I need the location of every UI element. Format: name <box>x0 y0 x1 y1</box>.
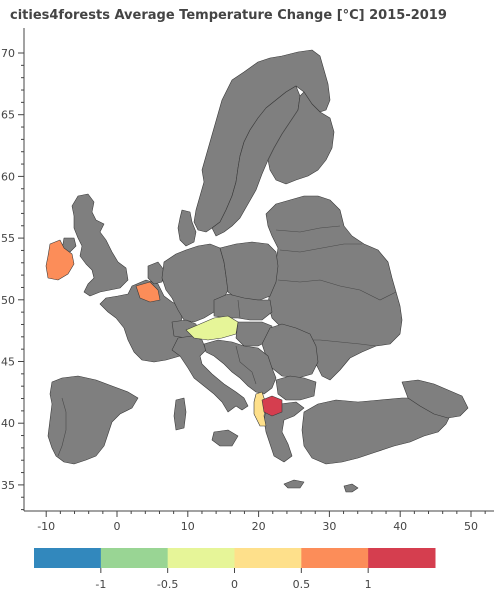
colorbar-tick-label: 0.5 <box>293 578 311 591</box>
border-belarus-ukraine <box>277 279 397 301</box>
europe-map <box>45 49 469 493</box>
colorbar-segment <box>167 548 235 568</box>
y-tick-label: 65 <box>1 109 15 122</box>
country-cyprus <box>343 483 359 493</box>
border-baltic-1 <box>275 225 341 233</box>
y-tick-label: 60 <box>1 170 15 183</box>
colorbar-ticks: -1 -0.5 0 0.5 1 <box>95 568 372 591</box>
region-ireland <box>45 239 75 281</box>
x-tick-label: 20 <box>252 520 266 533</box>
country-sicily <box>211 429 239 447</box>
y-tick-label: 50 <box>1 294 15 307</box>
country-denmark <box>177 209 197 247</box>
y-tick-label: 55 <box>1 232 15 245</box>
map-title: cities4forests Average Temperature Chang… <box>10 8 447 23</box>
border-baltic-2 <box>279 243 362 253</box>
colorbar-tick-label: -1 <box>95 578 106 591</box>
y-tick-label: 40 <box>1 417 15 430</box>
x-tick-label: 40 <box>393 520 407 533</box>
country-iberia <box>47 375 139 465</box>
country-france <box>99 279 185 363</box>
country-bulgaria <box>275 375 317 401</box>
region-north-macedonia <box>261 395 283 417</box>
country-netherlands <box>147 261 165 285</box>
x-tick-label: 10 <box>181 520 195 533</box>
colorbar-segment <box>234 548 302 568</box>
border-balkans <box>235 345 257 385</box>
colorbar-tick-label: 1 <box>365 578 372 591</box>
border-spain-portugal <box>57 397 67 457</box>
colorbar <box>34 548 436 568</box>
country-great-britain <box>71 193 129 297</box>
region-belgium <box>135 281 161 303</box>
x-tick-label: 0 <box>114 520 121 533</box>
colorbar-segment <box>34 548 102 568</box>
country-crete <box>283 479 305 489</box>
x-tick-label: -10 <box>37 520 55 533</box>
colorbar-segment <box>368 548 436 568</box>
y-tick-label: 35 <box>1 479 15 492</box>
country-sardinia <box>173 397 187 431</box>
country-greece <box>263 401 305 463</box>
region-austria <box>185 315 239 341</box>
colorbar-tick-label: -0.5 <box>157 578 178 591</box>
y-axis-ticks: 35 40 45 50 55 60 65 70 <box>1 47 24 511</box>
colorbar-tick-label: 0 <box>231 578 238 591</box>
x-tick-label: 50 <box>464 520 478 533</box>
country-balkans <box>203 339 277 395</box>
country-turkey <box>301 397 453 465</box>
colorbar-segment <box>100 548 169 568</box>
country-poland <box>219 241 279 301</box>
country-caucasus <box>401 379 469 419</box>
x-axis-ticks: -10 0 10 20 30 40 50 <box>37 511 486 533</box>
country-italy <box>171 335 249 413</box>
y-tick-label: 45 <box>1 356 15 369</box>
y-tick-label: 70 <box>1 47 15 60</box>
colorbar-segment <box>301 548 369 568</box>
border-sweden-finland <box>267 109 299 161</box>
x-tick-label: 30 <box>322 520 336 533</box>
border-cz-sk <box>237 299 241 319</box>
